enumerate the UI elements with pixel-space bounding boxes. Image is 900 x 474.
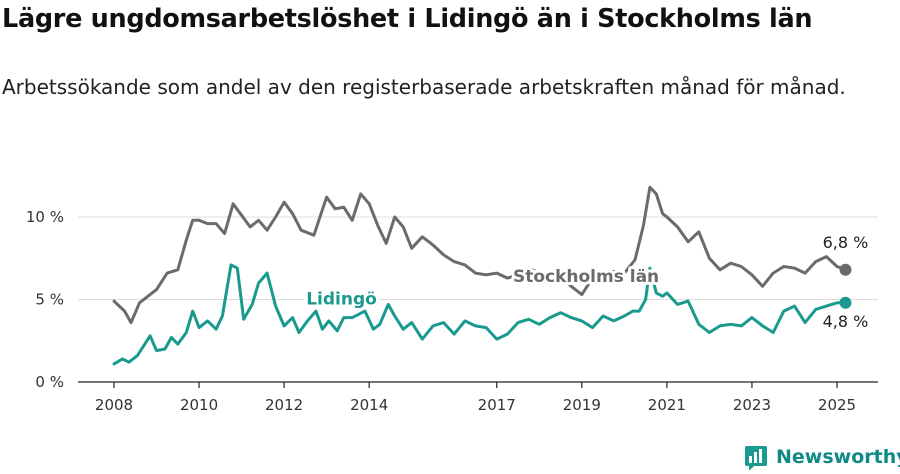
- axes: 0 % 5 % 10 % 2008 2010 2012 2014 2017 2019 2021 20…: [26, 208, 878, 414]
- chart-subtitle: Arbetssökande som andel av den registerb…: [2, 75, 846, 99]
- series-label-annotation: Stockholms län: [513, 267, 659, 287]
- y-tick-label: 0 %: [35, 373, 64, 391]
- y-tick-label: 5 %: [35, 291, 64, 309]
- x-tick-label: 2008: [95, 396, 133, 414]
- x-tick-label: 2025: [818, 396, 856, 414]
- series-lines: [112, 185, 852, 366]
- series-labels: 6,8 % 4,8 % Stockholms län Lidingö: [303, 233, 869, 331]
- series-line-stockholms-lan: [112, 185, 847, 325]
- y-tick-label: 10 %: [26, 208, 64, 226]
- x-tick-label: 2017: [478, 396, 516, 414]
- series-end-point: [839, 296, 852, 309]
- x-tick-label: 2021: [648, 396, 686, 414]
- line-chart: 0 % 5 % 10 % 2008 2010 2012 2014 2017 2019 2021 20…: [26, 185, 878, 414]
- x-tick-label: 2014: [350, 396, 388, 414]
- series-line-lidingo: [112, 263, 847, 366]
- x-tick-label: 2019: [563, 396, 601, 414]
- grid-lines: [78, 216, 878, 300]
- series-end-label: 6,8 %: [823, 233, 869, 252]
- series-label-annotation: Lidingö: [306, 289, 377, 309]
- brand-name: Newsworthy: [776, 446, 900, 468]
- series-end-label: 4,8 %: [823, 312, 869, 331]
- newsworthy-logo-icon: [745, 446, 767, 470]
- x-tick-label: 2012: [265, 396, 303, 414]
- series-end-point: [839, 263, 852, 276]
- x-tick-label: 2023: [733, 396, 771, 414]
- chart-title: Lägre ungdomsarbetslöshet i Lidingö än i…: [2, 4, 813, 34]
- newsworthy-brand[interactable]: Newsworthy: [744, 444, 900, 470]
- x-tick-label: 2010: [180, 396, 218, 414]
